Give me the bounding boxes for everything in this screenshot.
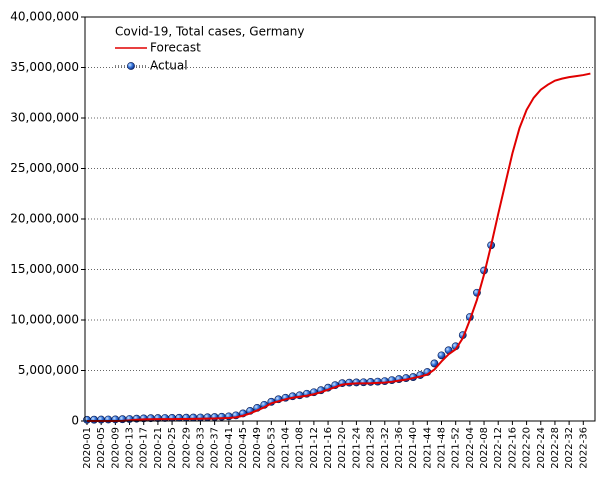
x-tick-label: 2020-53 bbox=[266, 427, 277, 469]
data-point bbox=[97, 415, 106, 424]
y-tick-label: 25,000,000 bbox=[10, 161, 79, 175]
data-point bbox=[430, 359, 439, 368]
x-tick-label: 2020-21 bbox=[153, 427, 164, 469]
x-tick-label: 2022-36 bbox=[578, 427, 589, 469]
data-point bbox=[210, 413, 219, 421]
y-tick-label: 35,000,000 bbox=[10, 60, 79, 74]
x-tick-label: 2020-33 bbox=[195, 427, 206, 469]
data-point bbox=[175, 413, 184, 422]
x-tick-label: 2022-08 bbox=[479, 427, 490, 469]
data-point bbox=[182, 413, 191, 422]
legend-title: Covid-19, Total cases, Germany bbox=[115, 25, 304, 39]
marks bbox=[83, 72, 591, 424]
legend-label: Forecast bbox=[150, 41, 201, 55]
data-point bbox=[104, 415, 113, 424]
x-tick-label: 2021-40 bbox=[408, 427, 419, 469]
data-point bbox=[437, 351, 446, 360]
x-tick-label: 2021-12 bbox=[309, 427, 320, 469]
x-tick-label: 2021-16 bbox=[323, 427, 334, 469]
data-point bbox=[189, 413, 198, 422]
x-tick-label: 2020-25 bbox=[167, 427, 178, 469]
x-tick-label: 2022-28 bbox=[550, 427, 561, 469]
y-tick-label: 0 bbox=[71, 414, 79, 428]
x-tick-label: 2020-09 bbox=[110, 427, 121, 469]
x-tick-label: 2021-52 bbox=[451, 427, 462, 469]
x-tick-label: 2020-41 bbox=[224, 427, 235, 469]
data-point bbox=[161, 414, 169, 422]
x-tick-label: 2022-16 bbox=[507, 427, 518, 469]
x-tick-label: 2021-36 bbox=[394, 427, 405, 469]
x-tick-label: 2021-32 bbox=[380, 427, 391, 469]
grid: 0 5,000,000 10,000,000 15,000,000 20,000,000… bbox=[10, 10, 595, 469]
data-point bbox=[90, 415, 98, 424]
data-point bbox=[359, 378, 368, 387]
data-point bbox=[168, 413, 176, 422]
x-tick-label: 2020-13 bbox=[125, 427, 136, 469]
x-tick-label: 2020-49 bbox=[252, 427, 263, 469]
x-tick-label: 2022-20 bbox=[522, 427, 533, 469]
legend-swatch bbox=[127, 62, 135, 70]
data-point bbox=[196, 413, 205, 422]
x-tick-label: 2020-05 bbox=[96, 427, 107, 469]
x-tick-label: 2022-12 bbox=[493, 427, 504, 469]
x-tick-label: 2021-48 bbox=[437, 427, 448, 469]
x-tick-label: 2022-24 bbox=[536, 427, 547, 469]
x-tick-label: 2021-08 bbox=[295, 427, 306, 469]
y-tick-label: 10,000,000 bbox=[10, 313, 79, 327]
legend-label: Actual bbox=[150, 59, 188, 73]
plot-frame bbox=[84, 16, 596, 422]
x-tick-label: 2021-24 bbox=[351, 427, 362, 469]
data-point bbox=[366, 378, 375, 386]
data-point bbox=[345, 378, 354, 387]
x-tick-label: 2021-04 bbox=[281, 427, 292, 469]
x-tick-label: 2022-32 bbox=[564, 427, 575, 469]
data-point bbox=[203, 413, 212, 422]
y-tick-label: 40,000,000 bbox=[10, 10, 79, 24]
y-tick-label: 20,000,000 bbox=[10, 212, 79, 226]
x-tick-label: 2020-29 bbox=[181, 427, 192, 469]
y-tick-label: 5,000,000 bbox=[18, 363, 79, 377]
x-tick-label: 2020-17 bbox=[139, 427, 150, 469]
x-tick-label: 2022-04 bbox=[465, 427, 476, 469]
x-tick-label: 2020-45 bbox=[238, 427, 249, 469]
y-tick-label: 15,000,000 bbox=[10, 262, 79, 276]
legend: Covid-19, Total cases, Germany Forecast A… bbox=[115, 25, 304, 73]
x-tick-label: 2021-44 bbox=[422, 427, 433, 469]
x-tick-label: 2021-28 bbox=[366, 427, 377, 469]
forecast-line bbox=[87, 72, 591, 422]
y-tick-label: 30,000,000 bbox=[10, 111, 79, 125]
x-tick-label: 2020-01 bbox=[82, 427, 93, 469]
x-tick-label: 2021-20 bbox=[337, 427, 348, 469]
data-point bbox=[373, 377, 382, 386]
x-tick-label: 2020-37 bbox=[210, 427, 221, 469]
data-point bbox=[83, 415, 91, 424]
